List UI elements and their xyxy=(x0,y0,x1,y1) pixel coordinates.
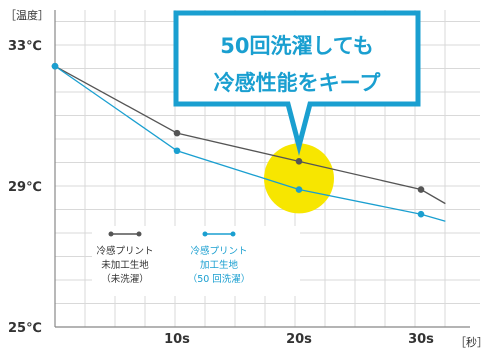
legend-swatch-point xyxy=(230,231,236,237)
legend-swatch-point xyxy=(108,231,114,237)
x-tick-labels: 10s 20s 30s xyxy=(164,332,434,347)
legend-entry-line: （50 回洗濯） xyxy=(188,273,251,285)
x-tick-label: 20s xyxy=(286,332,312,347)
series-points xyxy=(51,62,425,218)
y-tick-label: 25℃ xyxy=(8,321,42,336)
legend-entry-label: 冷感プリント未加工生地 （未洗濯） xyxy=(96,245,153,285)
series-point xyxy=(295,186,303,193)
legend-entry-line: 加工生地 xyxy=(200,259,239,271)
legend-swatch-point xyxy=(136,231,142,237)
y-tick-labels: 33℃ 29℃ 25℃ xyxy=(8,39,42,336)
x-axis-label: ［秒］ xyxy=(455,335,485,349)
x-tick-label: 30s xyxy=(408,332,434,347)
legend-entry-line: 冷感プリント xyxy=(190,245,247,257)
series-point xyxy=(417,210,425,218)
series-point xyxy=(173,129,181,137)
series-point xyxy=(417,186,425,193)
y-tick-label: 33℃ xyxy=(8,39,42,54)
legend-entry-line: 冷感プリント xyxy=(96,245,153,257)
series-point xyxy=(295,158,303,165)
legend-background xyxy=(92,226,300,296)
x-tick-label: 10s xyxy=(164,332,190,347)
highlight-circle xyxy=(264,143,334,214)
callout-text-line-2: 冷感性能をキープ xyxy=(214,71,382,95)
legend-entry-label: 冷感プリント加工生地 （50 回洗濯） xyxy=(188,245,251,285)
y-axis-label: ［温度］ xyxy=(5,8,49,22)
series-point xyxy=(173,147,181,155)
legend-entry-line: 未加工生地 xyxy=(101,259,149,271)
legend: 冷感プリント未加工生地（未洗濯）冷感プリント加工生地（50 回洗濯） xyxy=(92,226,300,296)
legend-swatch-point xyxy=(202,231,208,237)
series-point xyxy=(51,62,59,70)
callout-box: 50回洗濯しても 冷感性能をキープ xyxy=(173,10,421,156)
y-tick-label: 29℃ xyxy=(8,180,42,195)
callout-text-line-1: 50回洗濯しても xyxy=(220,34,374,58)
callout-frame xyxy=(173,10,421,156)
legend-entry-line: （未洗濯） xyxy=(101,273,149,285)
chart-axes xyxy=(54,10,470,328)
